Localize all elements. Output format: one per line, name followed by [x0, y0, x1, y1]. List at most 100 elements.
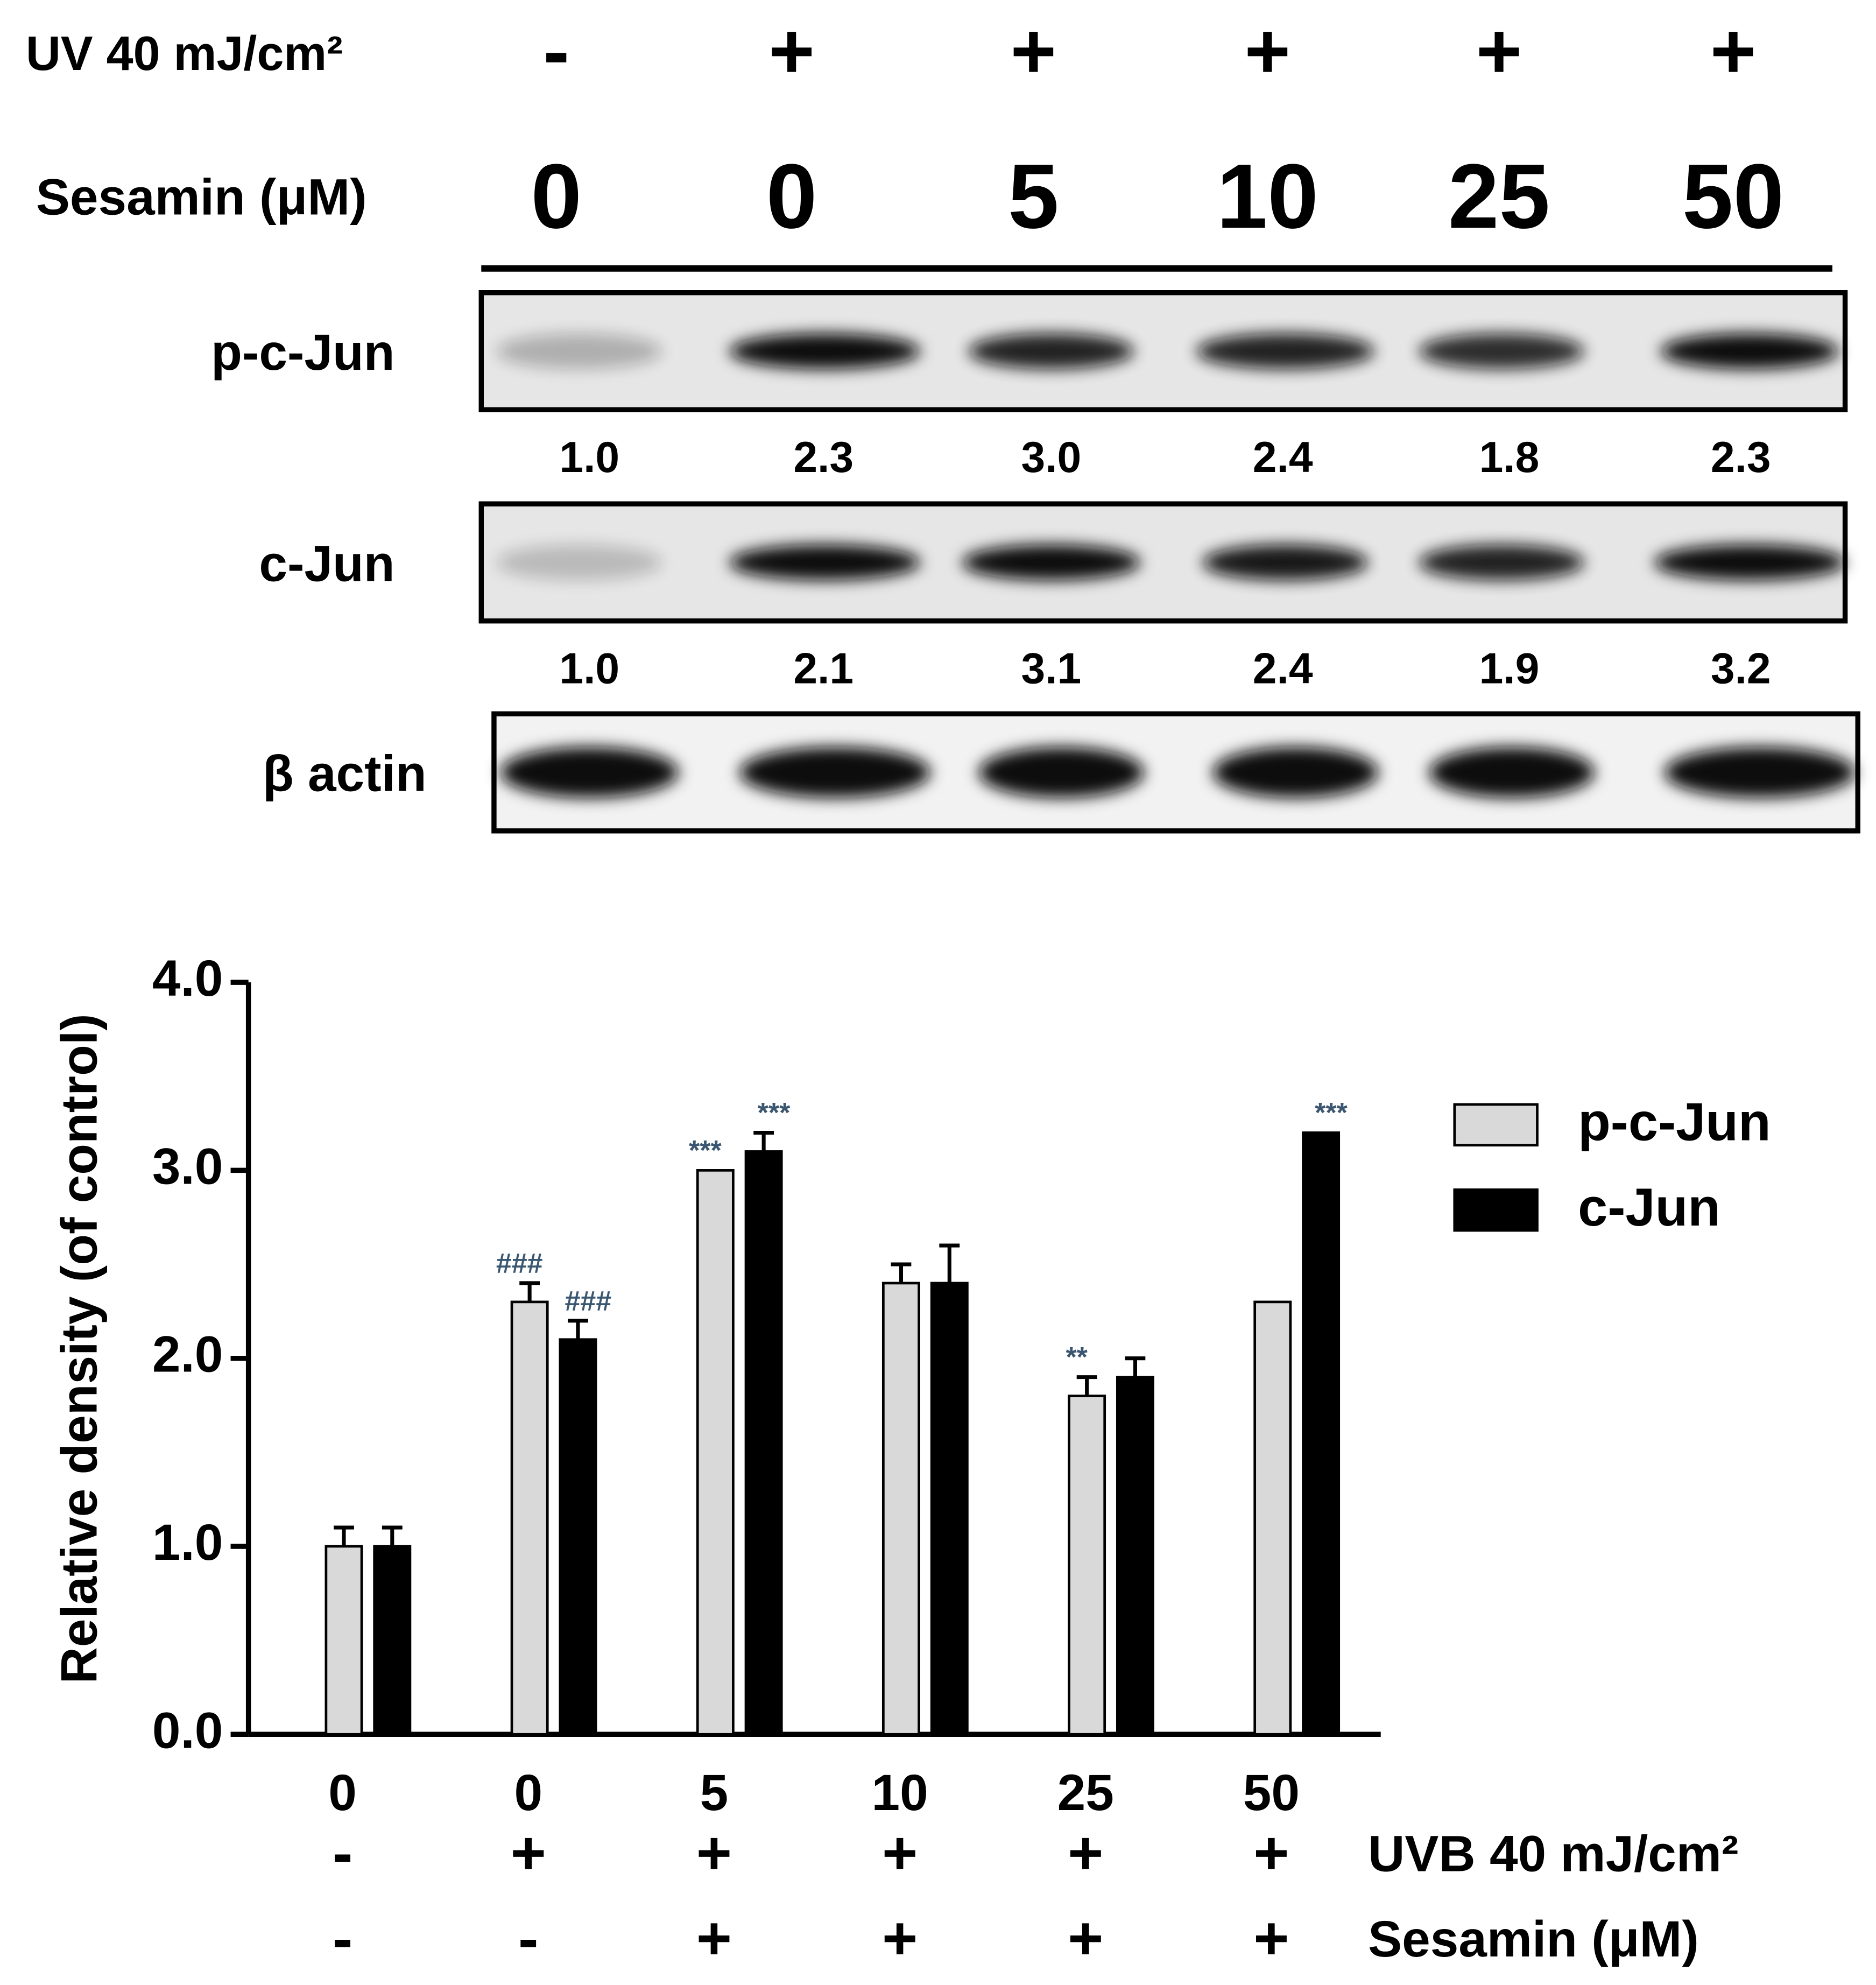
- uv-sign: +: [1476, 7, 1522, 95]
- bar: [1068, 1395, 1106, 1736]
- dose-label: 0: [766, 145, 817, 248]
- bar: [510, 1300, 549, 1736]
- x-row-sign: +: [511, 1819, 546, 1888]
- bar: [373, 1545, 412, 1736]
- x-row-label: UVB 40 mJ/cm²: [1368, 1826, 1738, 1883]
- band-ratio: 3.2: [1711, 644, 1771, 693]
- blot-band: [1664, 747, 1856, 798]
- blot-box: [491, 711, 1860, 834]
- y-tick-label: 3.0: [152, 1138, 223, 1195]
- x-tick-label: 25: [1057, 1764, 1114, 1821]
- blot-band: [1654, 544, 1845, 581]
- uv-label: UV 40 mJ/cm²: [26, 27, 343, 81]
- x-row-label: Sesamin (μM): [1368, 1911, 1699, 1968]
- x-tick-label: 10: [871, 1764, 928, 1821]
- x-row-sign: +: [882, 1904, 918, 1973]
- bar: [696, 1169, 735, 1736]
- x-row-sign: +: [1068, 1819, 1103, 1888]
- band-ratio: 2.3: [793, 433, 854, 482]
- blot-box: [478, 290, 1848, 412]
- significance-mark: ###: [496, 1248, 543, 1279]
- band-ratio: 1.0: [559, 433, 619, 482]
- blot-band: [1660, 333, 1839, 369]
- band-ratio: 3.1: [1021, 644, 1082, 693]
- bar: [1302, 1131, 1341, 1736]
- x-row-sign: +: [1253, 1819, 1289, 1888]
- blot-band: [1196, 333, 1374, 369]
- significance-mark: ***: [1315, 1097, 1348, 1129]
- x-tick-label: 0: [328, 1764, 357, 1821]
- blot-band: [1419, 544, 1584, 581]
- blot-band: [1202, 544, 1369, 581]
- blot-band: [978, 747, 1144, 798]
- uv-sign: +: [1710, 7, 1757, 95]
- x-row-sign: -: [333, 1904, 353, 1973]
- dose-label: 25: [1448, 145, 1550, 248]
- y-tick-label: 1.0: [152, 1514, 223, 1571]
- dose-label: 5: [1008, 145, 1059, 248]
- bar: [1116, 1376, 1154, 1736]
- blot-row-label: β actin: [263, 745, 427, 802]
- legend-swatch: [1453, 1188, 1539, 1232]
- blot-band: [496, 333, 662, 369]
- bar: [881, 1282, 920, 1736]
- band-ratio: 3.0: [1021, 433, 1082, 482]
- x-row-sign: -: [518, 1904, 539, 1973]
- dose-label: 10: [1217, 145, 1318, 248]
- y-tick-label: 2.0: [152, 1326, 223, 1383]
- band-ratio: 1.8: [1479, 433, 1540, 482]
- x-row-sign: +: [696, 1819, 732, 1888]
- blot-band: [1429, 747, 1595, 798]
- blot-row-label: p-c-Jun: [211, 324, 394, 381]
- x-tick-label: 50: [1243, 1764, 1300, 1821]
- x-row-sign: +: [1068, 1904, 1103, 1973]
- x-row-sign: +: [1253, 1904, 1289, 1973]
- band-ratio: 1.0: [559, 644, 619, 693]
- blot-band: [739, 747, 930, 798]
- blot-box: [478, 501, 1848, 624]
- uv-sign: +: [1011, 7, 1057, 95]
- blot-band: [1212, 747, 1378, 798]
- blot-band: [962, 544, 1140, 581]
- blot-band: [1419, 333, 1584, 369]
- band-ratio: 2.4: [1253, 644, 1313, 693]
- blot-band: [968, 333, 1134, 369]
- legend-label: p-c-Jun: [1578, 1092, 1771, 1152]
- x-tick-label: 0: [514, 1764, 542, 1821]
- blot-row-label: c-Jun: [259, 535, 394, 592]
- uv-sign: +: [768, 7, 815, 95]
- legend-label: c-Jun: [1578, 1178, 1720, 1237]
- x-row-sign: +: [882, 1819, 918, 1888]
- significance-mark: ###: [565, 1285, 611, 1317]
- x-tick-label: 5: [700, 1764, 729, 1821]
- uv-sign: -: [543, 7, 569, 95]
- legend-swatch: [1453, 1103, 1539, 1147]
- significance-mark: ***: [758, 1097, 791, 1129]
- x-row-sign: +: [696, 1904, 732, 1973]
- bar: [559, 1338, 597, 1736]
- bar: [1253, 1300, 1292, 1736]
- band-ratio: 2.3: [1711, 433, 1771, 482]
- y-axis-label: Relative density (of control): [51, 1013, 108, 1684]
- band-ratio: 2.4: [1253, 433, 1313, 482]
- blot-band: [496, 544, 662, 581]
- sesamin-label: Sesamin (μM): [36, 169, 367, 226]
- band-ratio: 1.9: [1479, 644, 1540, 693]
- blot-band: [500, 747, 679, 798]
- y-tick-label: 4.0: [152, 950, 223, 1007]
- x-row-sign: -: [333, 1819, 353, 1888]
- blot-band: [729, 333, 920, 369]
- significance-mark: ***: [689, 1135, 722, 1166]
- dose-label: 0: [531, 145, 582, 248]
- y-tick-label: 0.0: [152, 1702, 223, 1759]
- bar: [744, 1150, 783, 1736]
- band-ratio: 2.1: [793, 644, 854, 693]
- dose-label: 50: [1682, 145, 1784, 248]
- blot-band: [729, 544, 920, 581]
- bar: [930, 1282, 969, 1736]
- bar: [325, 1545, 363, 1736]
- significance-mark: **: [1066, 1342, 1088, 1373]
- uv-sign: +: [1245, 7, 1291, 95]
